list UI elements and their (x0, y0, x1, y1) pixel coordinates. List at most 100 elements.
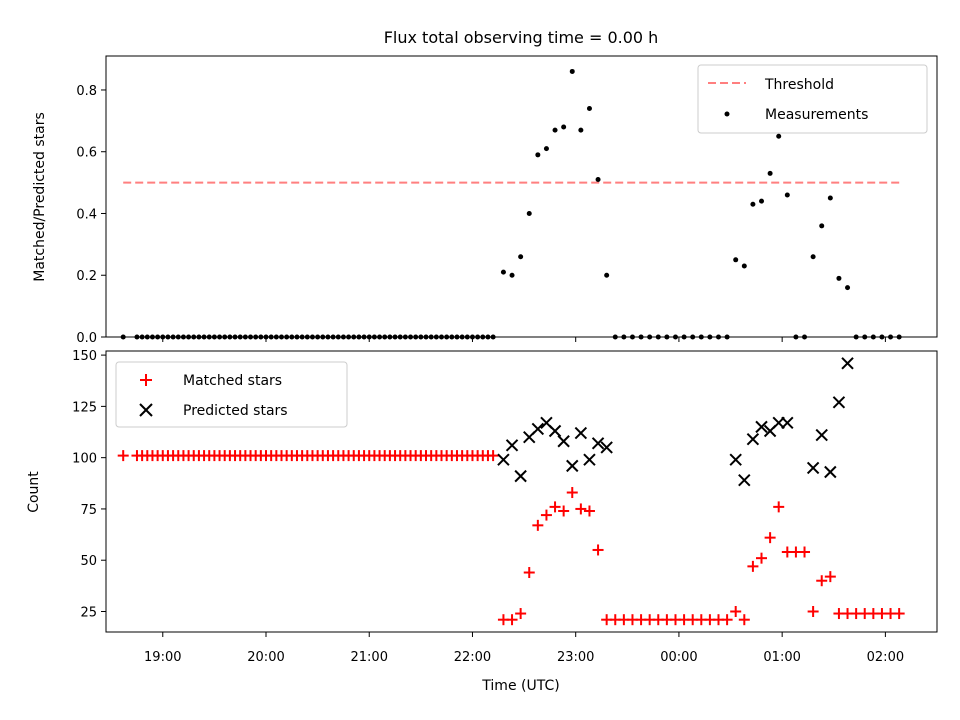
matched-star-point (816, 575, 828, 587)
predicted-star-point (824, 465, 837, 479)
matched-star-point (730, 605, 742, 617)
measurement-point (621, 334, 627, 340)
predicted-star-point (815, 428, 828, 442)
top-y-tick-label: 0.6 (76, 146, 97, 161)
measurement-point (741, 263, 747, 269)
measurement-point (242, 334, 248, 340)
x-tick-label: 02:00 (867, 650, 904, 665)
top-legend-box (697, 64, 928, 134)
bottom-y-tick-label: 75 (80, 503, 97, 518)
measurement-point (836, 275, 842, 281)
predicted-star-point (548, 424, 562, 438)
measurement-point (475, 334, 481, 340)
matched-star-point (487, 450, 499, 462)
measurement-point (325, 334, 331, 340)
measurement-point (896, 334, 902, 340)
matched-star-point (756, 552, 768, 564)
measurement-point (180, 334, 186, 340)
top-y-ticks: 0.0 0.2 0.4 0.6 0.8 (76, 84, 106, 346)
x-tick-label: 19:00 (144, 650, 181, 665)
matched-star-point (824, 571, 836, 583)
x-tick-label: 20:00 (247, 650, 284, 665)
bottom-panel-frame (105, 350, 938, 633)
predicted-star-point (729, 453, 742, 466)
predicted-star-point (497, 453, 510, 466)
matched-star-point (523, 567, 535, 579)
chart-title: Flux total observing time = 0.00 h (384, 28, 659, 47)
top-y-tick-label: 0.2 (76, 269, 97, 284)
measurement-point (268, 334, 274, 340)
matched-star-point (721, 614, 733, 626)
measurement-point (402, 334, 408, 340)
matched-stars-points (117, 450, 905, 626)
predicted-star-point (505, 439, 519, 452)
measurement-point (211, 334, 217, 340)
measurement-point (724, 334, 730, 340)
measurement-point (134, 334, 140, 340)
measurement-point (155, 334, 161, 340)
matched-star-point (506, 614, 518, 626)
predicted-star-point (591, 437, 605, 450)
predicted-stars-legend-swatch (139, 403, 153, 417)
matched-star-point (532, 519, 544, 531)
measurement-point (284, 334, 290, 340)
measurement-point (139, 334, 145, 340)
measurement-point (294, 334, 300, 340)
predicted-star-point (557, 435, 570, 448)
measurement-point (299, 334, 305, 340)
measurement-point (647, 334, 653, 340)
measurement-point (273, 334, 279, 340)
bottom-x-ticks: 19:00 20:00 21:00 22:00 23:00 00:00 01:00 02:00 (144, 632, 904, 665)
measurement-point (459, 334, 465, 340)
matched-star-point (747, 560, 759, 572)
predicted-star-point (755, 420, 768, 434)
measurement-point (862, 334, 868, 340)
measurement-point (191, 334, 197, 340)
measurement-point (232, 334, 238, 340)
matched-star-point (566, 487, 578, 499)
bottom-panel: 25 50 75 100 125 150 19:00 20:00 21:00 22:00 23:0… (26, 349, 938, 694)
measurement-point (870, 334, 876, 340)
measurement-point (346, 334, 352, 340)
matched-star-point (515, 608, 527, 620)
measurement-point (485, 334, 491, 340)
predicted-stars-legend-label: Predicted stars (183, 403, 288, 419)
measurement-point (449, 334, 455, 340)
measurement-point (509, 272, 515, 278)
measurement-point (361, 334, 367, 340)
measurement-point (819, 223, 825, 229)
measurement-point (418, 334, 424, 340)
measurement-point (612, 334, 618, 340)
measurement-point (222, 334, 228, 340)
matched-star-point (738, 614, 750, 626)
measurement-point (750, 201, 756, 207)
measurement-point (444, 334, 450, 340)
measurement-point (366, 334, 372, 340)
measurement-point (526, 210, 532, 216)
measurement-point (340, 334, 346, 340)
measurement-point (853, 334, 859, 340)
bottom-y-ticks: 25 50 75 100 125 150 (72, 349, 106, 620)
measurement-point (490, 334, 496, 340)
measurement-point (629, 334, 635, 340)
measurement-point (845, 285, 851, 291)
measurement-point (480, 334, 486, 340)
measurement-point (433, 334, 439, 340)
measurement-point (330, 334, 336, 340)
measurement-point (258, 334, 264, 340)
predicted-star-point (531, 422, 545, 436)
measurement-point (759, 198, 765, 204)
matched-star-point (583, 505, 595, 517)
x-tick-label: 00:00 (660, 650, 697, 665)
measurement-point (227, 334, 233, 340)
measurement-point (586, 105, 592, 111)
matched-star-point (549, 501, 561, 513)
measurement-point (201, 334, 207, 340)
measurement-point (263, 334, 269, 340)
measurement-point (733, 257, 739, 263)
measurement-point (793, 334, 799, 340)
measurement-point (397, 334, 403, 340)
measurement-point (518, 254, 524, 260)
bottom-legend-box (115, 361, 348, 428)
bottom-y-tick-label: 150 (72, 349, 97, 364)
